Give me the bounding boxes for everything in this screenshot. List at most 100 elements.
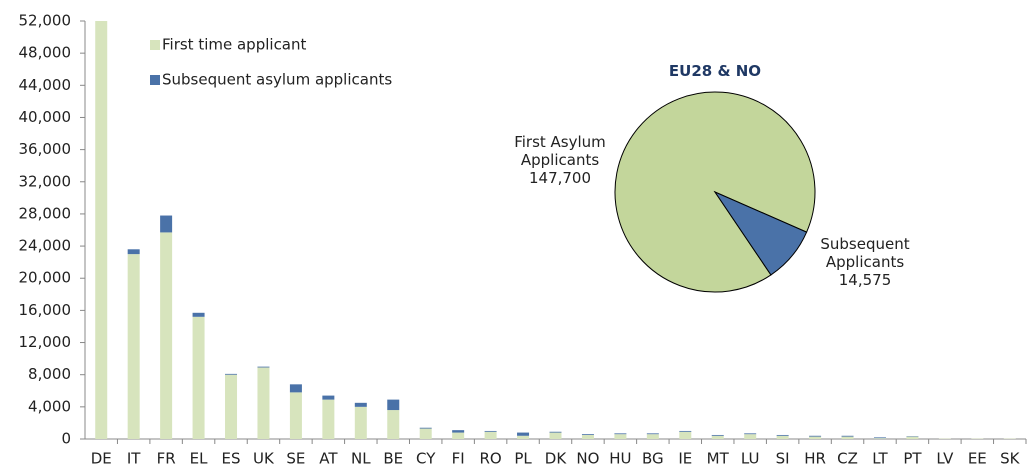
bar-segment: [809, 436, 822, 439]
bar-segment: [614, 433, 627, 435]
x-tick-label: DK: [545, 450, 568, 468]
x-tick-label: PL: [514, 450, 532, 468]
y-tick-label: 40,000: [19, 108, 72, 126]
bar-segment: [517, 432, 530, 436]
x-tick-label: BG: [642, 450, 664, 468]
legend-swatch: [150, 40, 160, 50]
bar-segment: [484, 431, 497, 439]
bar-segment: [744, 434, 757, 439]
x-tick-label: DE: [91, 450, 112, 468]
legend-label: Subsequent asylum applicants: [162, 71, 392, 89]
x-tick-label: IT: [127, 450, 141, 468]
x-tick-label: CY: [416, 450, 436, 468]
bar-segment: [809, 435, 822, 437]
bar-segment: [225, 373, 238, 375]
bar-segment: [322, 395, 335, 400]
y-tick-label: 32,000: [19, 172, 72, 190]
bar-segment: [776, 434, 789, 436]
y-tick-label: 12,000: [19, 333, 72, 351]
y-tick-label: 0: [61, 430, 71, 448]
bar-segment: [841, 435, 854, 437]
bar-segment: [160, 215, 173, 233]
bar-segment: [549, 431, 562, 433]
x-tick-label: RO: [479, 450, 501, 468]
bar-segment: [581, 434, 594, 435]
bar-segment: [192, 316, 205, 439]
bar-segment: [387, 410, 400, 439]
bar-segment: [387, 399, 400, 411]
bar-segment: [873, 437, 886, 439]
bar-segment: [679, 430, 692, 432]
x-tick-label: LU: [741, 450, 760, 468]
bar-segment: [452, 432, 465, 439]
x-tick-label: CZ: [837, 450, 858, 468]
bar-segment: [873, 438, 886, 439]
pie-value-label: 14,575: [838, 271, 892, 289]
pie-label: Subsequent Applicants: [820, 235, 910, 271]
bar-segment: [484, 430, 497, 432]
x-tick-label: ES: [222, 450, 241, 468]
bar-segment: [354, 402, 367, 407]
y-tick-label: 44,000: [19, 76, 72, 94]
bar-segment: [127, 254, 140, 439]
bar-segment: [160, 232, 173, 439]
y-tick-label: 4,000: [28, 397, 71, 415]
bar-segment: [711, 435, 724, 439]
x-tick-label: HR: [804, 450, 826, 468]
bar-segment: [679, 431, 692, 439]
x-tick-label: SI: [776, 450, 790, 468]
legend-swatch: [150, 75, 160, 85]
y-tick-label: 16,000: [19, 301, 72, 319]
y-tick-label: 8,000: [28, 365, 71, 383]
x-tick-label: FI: [452, 450, 465, 468]
bar-segment: [711, 434, 724, 436]
bar-segment: [127, 249, 140, 255]
x-tick-label: FR: [157, 450, 176, 468]
x-tick-label: AT: [319, 450, 338, 468]
bar-segment: [257, 366, 270, 368]
y-tick-label: 52,000: [19, 12, 72, 30]
bar-segment: [549, 432, 562, 439]
x-tick-label: NO: [576, 450, 599, 468]
y-tick-label: 28,000: [19, 204, 72, 222]
x-tick-label: SK: [1000, 450, 1021, 468]
y-tick-label: 48,000: [19, 44, 72, 62]
x-tick-label: UK: [253, 450, 275, 468]
x-tick-label: MT: [707, 450, 730, 468]
bar-segment: [614, 434, 627, 439]
bar-segment: [646, 433, 659, 435]
bar-segment: [322, 399, 335, 439]
y-tick-label: 36,000: [19, 140, 72, 158]
pie-label: First Asylum Applicants: [514, 133, 606, 169]
bar-segment: [906, 436, 919, 439]
bar-segment: [192, 312, 205, 317]
x-tick-label: EE: [968, 450, 987, 468]
bar-segment: [289, 384, 302, 393]
x-tick-label: LT: [872, 450, 888, 468]
bar-segment: [841, 436, 854, 439]
legend-label: First time applicant: [162, 36, 307, 54]
x-tick-label: PT: [903, 450, 922, 468]
bar-segment: [452, 430, 465, 433]
y-tick-label: 20,000: [19, 269, 72, 287]
x-tick-label: BE: [383, 450, 403, 468]
bar-segment: [225, 374, 238, 439]
pie-title: EU28 & NO: [668, 62, 762, 80]
bar-segment: [517, 435, 530, 439]
x-tick-label: EL: [190, 450, 208, 468]
bar-segment: [744, 433, 757, 435]
bar-segment: [419, 428, 432, 439]
bar-segment: [581, 434, 594, 439]
x-tick-label: SE: [286, 450, 305, 468]
x-tick-label: NL: [351, 450, 371, 468]
pie-value-label: 147,700: [528, 169, 592, 187]
x-tick-label: LV: [936, 450, 954, 468]
bar-segment: [257, 367, 270, 439]
x-tick-label: IE: [678, 450, 692, 468]
bar-segment: [646, 434, 659, 439]
bar-segment: [289, 392, 302, 439]
pie-slice: [713, 190, 808, 276]
x-tick-label: HU: [609, 450, 631, 468]
y-tick-label: 24,000: [19, 237, 72, 255]
